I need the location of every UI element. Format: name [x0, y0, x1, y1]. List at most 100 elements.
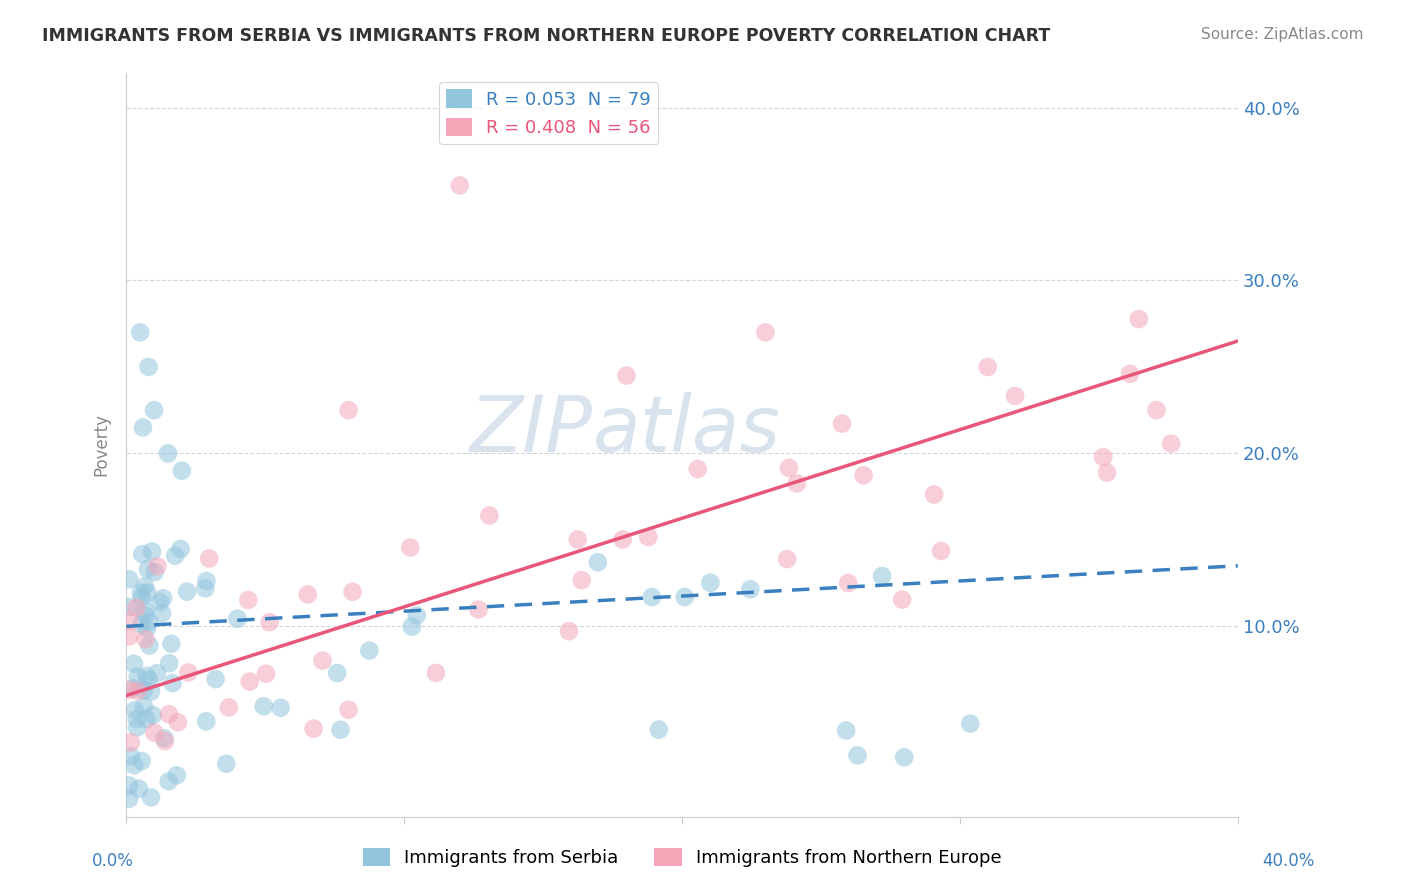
Point	[637, 530, 659, 544]
Point	[641, 590, 664, 604]
Point	[297, 587, 319, 601]
Point	[118, 682, 141, 697]
Point	[239, 674, 262, 689]
Point	[359, 643, 381, 657]
Point	[132, 699, 155, 714]
Point	[143, 725, 166, 739]
Point	[740, 582, 762, 597]
Point	[977, 359, 1000, 374]
Text: 40.0%: 40.0%	[1263, 852, 1315, 870]
Point	[141, 544, 163, 558]
Point	[337, 703, 360, 717]
Point	[215, 756, 238, 771]
Point	[157, 774, 180, 789]
Point	[567, 533, 589, 547]
Point	[329, 723, 352, 737]
Point	[120, 735, 142, 749]
Point	[254, 666, 277, 681]
Point	[157, 657, 180, 671]
Point	[959, 716, 981, 731]
Point	[776, 552, 799, 566]
Point	[571, 573, 593, 587]
Point	[124, 758, 146, 772]
Point	[143, 565, 166, 579]
Point	[136, 585, 159, 599]
Point	[134, 683, 156, 698]
Point	[118, 599, 141, 614]
Point	[1160, 436, 1182, 450]
Point	[125, 600, 148, 615]
Point	[156, 446, 179, 460]
Point	[139, 684, 162, 698]
Point	[134, 603, 156, 617]
Point	[129, 326, 152, 340]
Point	[128, 781, 150, 796]
Point	[778, 460, 800, 475]
Point	[870, 569, 893, 583]
Point	[835, 723, 858, 738]
Point	[253, 699, 276, 714]
Point	[153, 734, 176, 748]
Point	[405, 608, 427, 623]
Point	[138, 673, 160, 687]
Point	[337, 403, 360, 417]
Point	[169, 541, 191, 556]
Point	[1146, 403, 1168, 417]
Point	[478, 508, 501, 523]
Point	[195, 714, 218, 729]
Point	[648, 723, 671, 737]
Point	[218, 700, 240, 714]
Point	[204, 672, 226, 686]
Point	[125, 712, 148, 726]
Point	[270, 700, 292, 714]
Point	[558, 624, 581, 639]
Point	[326, 666, 349, 681]
Point	[194, 582, 217, 596]
Point	[138, 615, 160, 629]
Point	[170, 464, 193, 478]
Text: atlas: atlas	[593, 392, 782, 468]
Point	[754, 326, 776, 340]
Legend: R = 0.053  N = 79, R = 0.408  N = 56: R = 0.053 N = 79, R = 0.408 N = 56	[439, 82, 658, 145]
Point	[673, 590, 696, 604]
Point	[118, 572, 141, 586]
Point	[1092, 450, 1115, 464]
Point	[122, 681, 145, 696]
Point	[136, 562, 159, 576]
Point	[139, 790, 162, 805]
Point	[138, 639, 160, 653]
Point	[138, 359, 160, 374]
Point	[1095, 466, 1118, 480]
Point	[302, 722, 325, 736]
Point	[425, 665, 447, 680]
Point	[129, 585, 152, 599]
Point	[132, 420, 155, 434]
Point	[124, 703, 146, 717]
Point	[852, 468, 875, 483]
Point	[401, 620, 423, 634]
Point	[612, 533, 634, 547]
Point	[893, 750, 915, 764]
Point	[118, 614, 141, 628]
Point	[142, 708, 165, 723]
Point	[131, 591, 153, 605]
Point	[143, 403, 166, 417]
Point	[342, 584, 364, 599]
Point	[616, 368, 638, 383]
Point	[135, 608, 157, 623]
Point	[198, 551, 221, 566]
Point	[699, 575, 721, 590]
Point	[167, 715, 190, 730]
Point	[149, 595, 172, 609]
Point	[122, 657, 145, 671]
Point	[125, 721, 148, 735]
Point	[146, 559, 169, 574]
Point	[238, 593, 260, 607]
Point	[846, 748, 869, 763]
Point	[118, 792, 141, 806]
Point	[131, 547, 153, 561]
Point	[929, 544, 952, 558]
Point	[157, 707, 180, 722]
Text: ZIP: ZIP	[470, 392, 593, 468]
Point	[831, 417, 853, 431]
